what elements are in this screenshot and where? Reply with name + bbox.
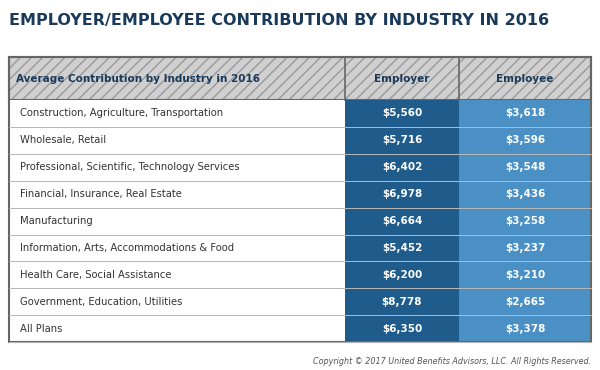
Bar [345, 315, 459, 342]
Text: Financial, Insurance, Real Estate: Financial, Insurance, Real Estate [20, 189, 182, 199]
Text: $3,548: $3,548 [505, 162, 545, 172]
Text: $2,665: $2,665 [505, 297, 545, 307]
Bar [9, 315, 591, 342]
Bar [9, 100, 591, 127]
Bar [9, 127, 591, 154]
Text: Construction, Agriculture, Transportation: Construction, Agriculture, Transportatio… [20, 108, 223, 118]
Bar [345, 262, 459, 288]
Bar [459, 235, 591, 262]
Text: $3,436: $3,436 [505, 189, 545, 199]
Text: $3,237: $3,237 [505, 243, 545, 253]
Text: All Plans: All Plans [20, 324, 62, 334]
Bar [459, 100, 591, 127]
Text: Manufacturing: Manufacturing [20, 216, 92, 226]
Bar [9, 181, 591, 208]
Text: $3,596: $3,596 [505, 135, 545, 145]
Bar [459, 127, 591, 154]
Bar [345, 154, 459, 181]
Bar [459, 262, 591, 288]
Text: $6,978: $6,978 [382, 189, 422, 199]
Text: Wholesale, Retail: Wholesale, Retail [20, 135, 106, 145]
Bar [459, 315, 591, 342]
Bar [9, 288, 591, 315]
Text: Copyright © 2017 United Benefits Advisors, LLC. All Rights Reserved.: Copyright © 2017 United Benefits Advisor… [313, 357, 591, 366]
Text: $6,402: $6,402 [382, 162, 422, 172]
Bar [459, 181, 591, 208]
Text: $5,452: $5,452 [382, 243, 422, 253]
Text: Employee: Employee [496, 74, 554, 84]
Bar [345, 235, 459, 262]
Text: $6,200: $6,200 [382, 270, 422, 280]
Bar [345, 288, 459, 315]
Text: $3,378: $3,378 [505, 324, 545, 334]
Bar [9, 208, 591, 235]
Bar [345, 127, 459, 154]
Bar [459, 154, 591, 181]
Bar [459, 208, 591, 235]
Text: $6,664: $6,664 [382, 216, 422, 226]
Bar [459, 288, 591, 315]
Text: $5,716: $5,716 [382, 135, 422, 145]
Bar [345, 181, 459, 208]
Bar [9, 235, 591, 262]
Text: EMPLOYER/EMPLOYEE CONTRIBUTION BY INDUSTRY IN 2016: EMPLOYER/EMPLOYEE CONTRIBUTION BY INDUST… [9, 13, 549, 28]
Text: Government, Education, Utilities: Government, Education, Utilities [20, 297, 182, 307]
Text: $8,778: $8,778 [382, 297, 422, 307]
Text: Information, Arts, Accommodations & Food: Information, Arts, Accommodations & Food [20, 243, 234, 253]
Bar [345, 100, 459, 127]
Text: Health Care, Social Assistance: Health Care, Social Assistance [20, 270, 172, 280]
Bar [9, 154, 591, 181]
Bar [9, 262, 591, 288]
Text: $3,618: $3,618 [505, 108, 545, 118]
Text: Employer: Employer [374, 74, 430, 84]
Text: Professional, Scientific, Technology Services: Professional, Scientific, Technology Ser… [20, 162, 239, 172]
Text: $5,560: $5,560 [382, 108, 422, 118]
Text: $3,258: $3,258 [505, 216, 545, 226]
Text: $6,350: $6,350 [382, 324, 422, 334]
Text: Average Contribution by Industry in 2016: Average Contribution by Industry in 2016 [16, 74, 260, 84]
Bar [345, 208, 459, 235]
Text: $3,210: $3,210 [505, 270, 545, 280]
